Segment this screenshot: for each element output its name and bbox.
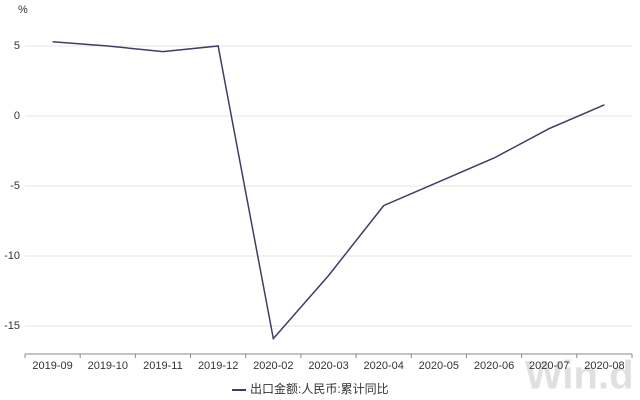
y-tick-label: 0 — [14, 110, 20, 122]
x-tick-label: 2020-08 — [584, 360, 624, 372]
x-tick-label: 2019-10 — [88, 360, 128, 372]
watermark: Win.d — [525, 354, 634, 398]
x-tick-label: 2020-03 — [308, 360, 348, 372]
x-tick-label: 2020-04 — [363, 360, 403, 372]
x-tick-label: 2020-07 — [529, 360, 569, 372]
series-line — [52, 41, 605, 341]
legend-label: 出口金额:人民币:累计同比 — [250, 381, 389, 396]
x-tick-label: 2019-11 — [143, 360, 183, 372]
x-tick-label: 2019-12 — [198, 360, 238, 372]
y-tick-label: -5 — [10, 180, 20, 192]
x-tick-label: 2020-05 — [419, 360, 459, 372]
x-tick-label: 2020-06 — [474, 360, 514, 372]
x-tick-label: 2020-02 — [253, 360, 293, 372]
y-tick-label: -15 — [4, 320, 20, 332]
y-unit: % — [18, 4, 28, 16]
x-tick-label: 2019-09 — [32, 360, 72, 372]
y-tick-label: -10 — [4, 250, 20, 262]
y-tick-label: 5 — [14, 40, 20, 52]
